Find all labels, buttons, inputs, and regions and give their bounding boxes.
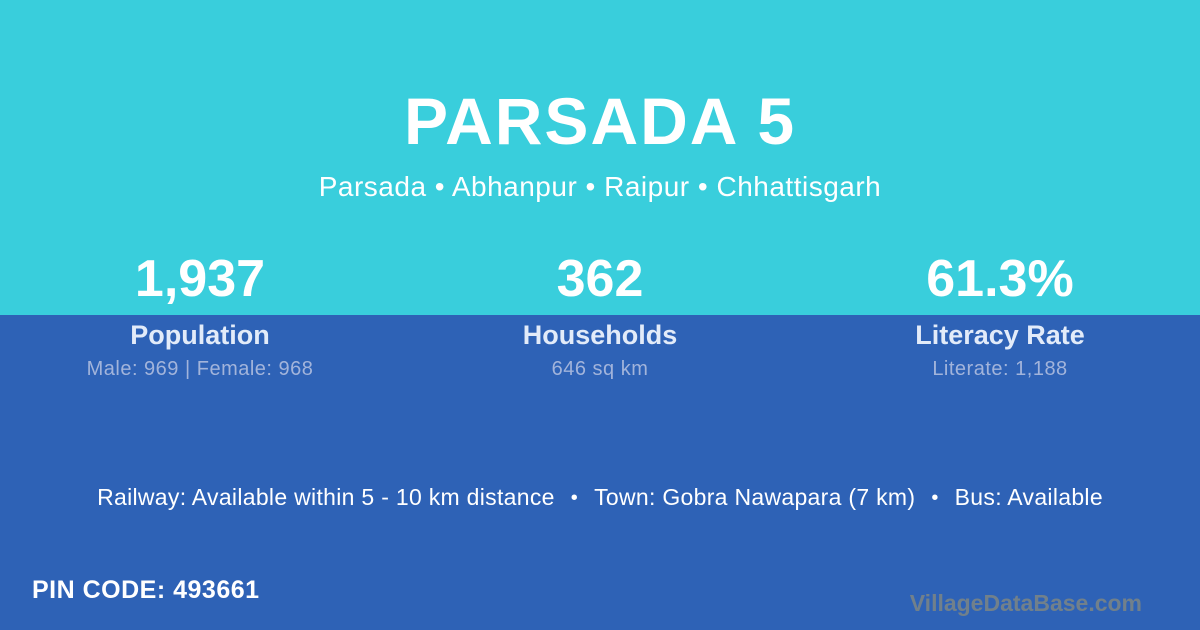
stat-population: 1,937 Population Male: 969 | Female: 968 [0, 248, 400, 382]
stats-row: 1,937 Population Male: 969 | Female: 968… [0, 248, 1200, 382]
population-value: 1,937 [134, 250, 266, 308]
population-label: Population [130, 320, 270, 350]
bus-info: Bus: Available [954, 484, 1103, 510]
households-value: 362 [556, 250, 644, 308]
bottom-background [0, 315, 1200, 630]
stat-literacy: 61.3% Literacy Rate Literate: 1,188 [800, 248, 1200, 382]
header: PARSADA 5 Parsada • Abhanpur • Raipur • … [0, 86, 1200, 202]
literacy-value: 61.3% [926, 250, 1074, 308]
stat-households: 362 Households 646 sq km [400, 248, 800, 382]
page-title: PARSADA 5 [403, 84, 797, 158]
population-detail: Male: 969 | Female: 968 [86, 358, 314, 380]
breadcrumb: Parsada • Abhanpur • Raipur • Chhattisga… [318, 171, 882, 202]
literacy-detail: Literate: 1,188 [932, 358, 1068, 380]
bullet-separator: • [570, 487, 579, 509]
households-detail: 646 sq km [551, 358, 649, 380]
pin-code: PIN CODE: 493661 [32, 576, 260, 604]
top-background [0, 0, 1200, 315]
households-label: Households [522, 320, 678, 350]
railway-info: Railway: Available within 5 - 10 km dist… [97, 484, 555, 510]
bullet-separator: • [931, 487, 939, 509]
town-info: Town: Gobra Nawapara (7 km) [594, 484, 916, 510]
transport-info-line: Railway: Available within 5 - 10 km dist… [0, 484, 1200, 511]
literacy-label: Literacy Rate [915, 320, 1085, 350]
watermark: VillageDataBase.com [909, 590, 1142, 616]
